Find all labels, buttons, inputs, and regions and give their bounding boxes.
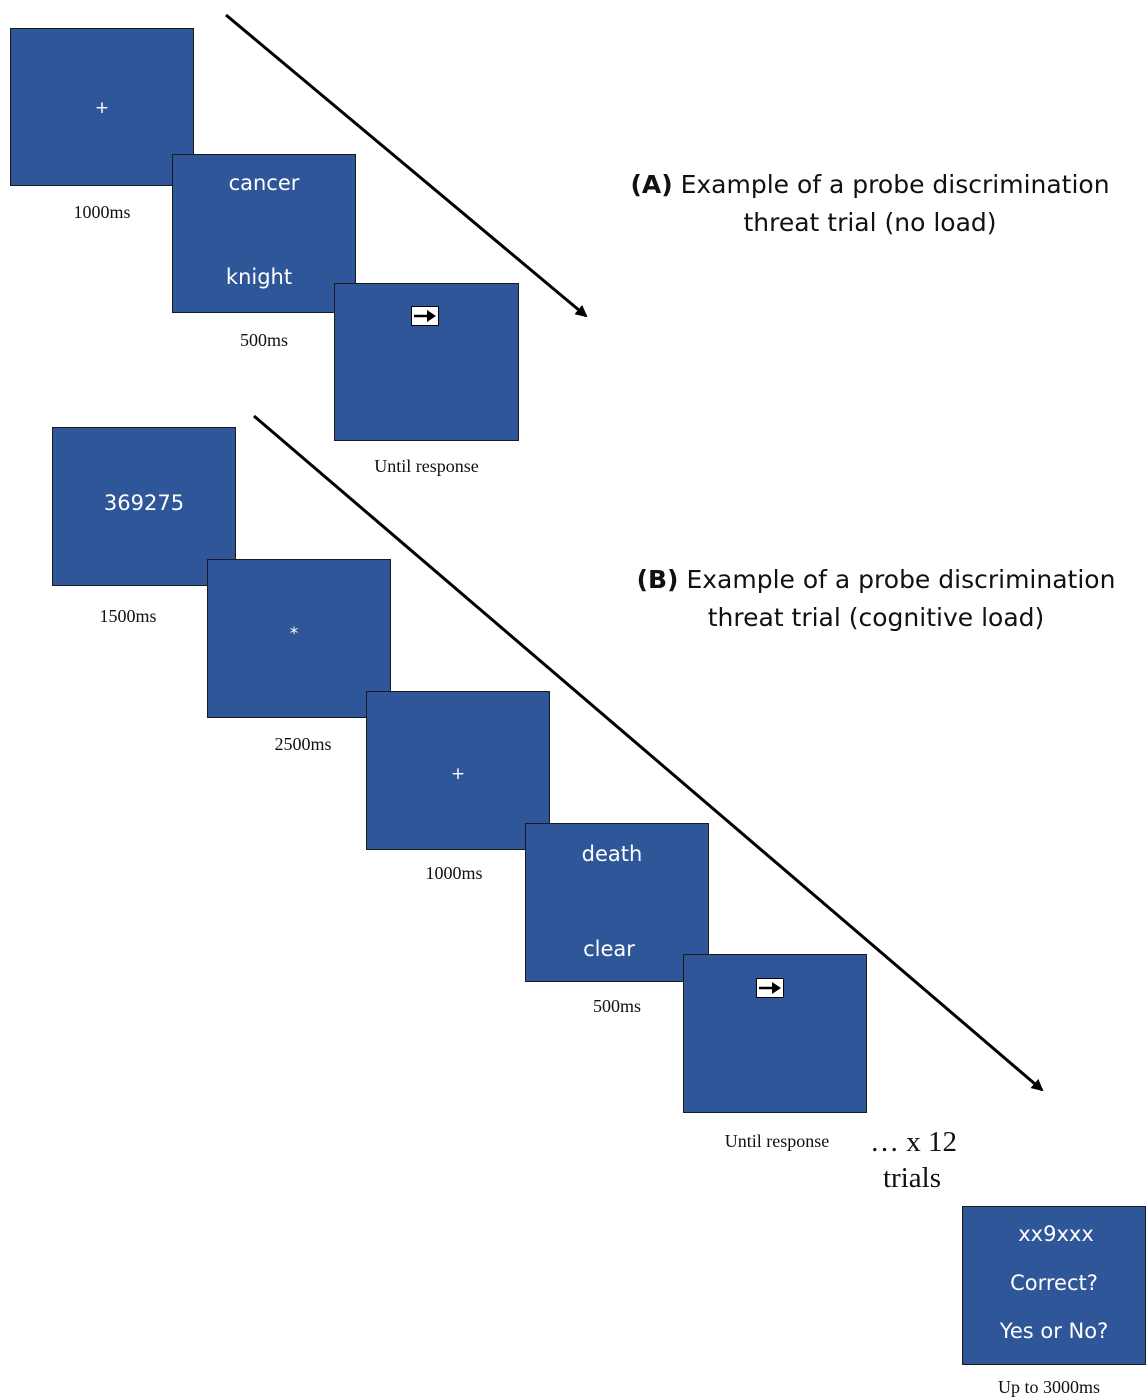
panel-b-label: (B) [636, 565, 679, 594]
fixation-screen: + [10, 28, 194, 186]
word-pair-screen: cancer knight [172, 154, 356, 313]
repeat-count: … x 12 [870, 1126, 957, 1158]
panel-a-label: (A) [630, 170, 673, 199]
panel-b-title-line1: Example of a probe discrimination [686, 565, 1116, 594]
panel-a-title-line1: Example of a probe discrimination [680, 170, 1110, 199]
probe-screen [334, 283, 519, 441]
probe-duration: Until response [374, 456, 479, 476]
fixation-cross: + [450, 764, 466, 784]
word-pair-duration: 500ms [239, 330, 288, 350]
panel-b-title: (B) Example of a probe discrimination th… [626, 561, 1126, 637]
right-arrow-probe-icon [756, 978, 784, 998]
timeline-arrow-a [225, 13, 588, 318]
word-pair-screen: death clear [525, 823, 709, 982]
fixation-cross: + [94, 98, 110, 118]
timeline-arrow-b [253, 414, 1044, 1092]
asterisk-symbol: * [289, 624, 299, 644]
threat-word: cancer [228, 171, 300, 195]
probe-duration: Until response [724, 1131, 830, 1151]
recall-screen: xx9xxx Correct? Yes or No? [962, 1206, 1146, 1365]
right-arrow-probe-icon [411, 306, 439, 326]
repeat-unit: trials [883, 1162, 941, 1194]
digit-memory-duration: 1500ms [99, 606, 157, 626]
asterisk-duration: 2500ms [274, 734, 332, 754]
recall-question: Correct? [1010, 1271, 1098, 1295]
recall-prompt: xx9xxx [1018, 1222, 1094, 1246]
digit-string: 369275 [103, 491, 185, 515]
panel-b-title-line2: threat trial (cognitive load) [707, 603, 1045, 632]
panel-a-title-line2: threat trial (no load) [743, 208, 997, 237]
recall-options: Yes or No? [999, 1319, 1109, 1343]
recall-duration: Up to 3000ms [997, 1377, 1100, 1397]
digit-memory-screen: 369275 [52, 427, 236, 586]
neutral-word: knight [225, 265, 293, 289]
neutral-word: clear [583, 937, 635, 961]
panel-a-title: (A) Example of a probe discrimination th… [620, 166, 1120, 242]
fixation-duration: 1000ms [425, 863, 483, 883]
probe-screen [683, 954, 867, 1113]
threat-word: death [581, 842, 643, 866]
word-pair-duration: 500ms [592, 996, 641, 1016]
asterisk-screen: * [207, 559, 391, 718]
fixation-screen: + [366, 691, 550, 850]
fixation-duration: 1000ms [73, 202, 131, 222]
